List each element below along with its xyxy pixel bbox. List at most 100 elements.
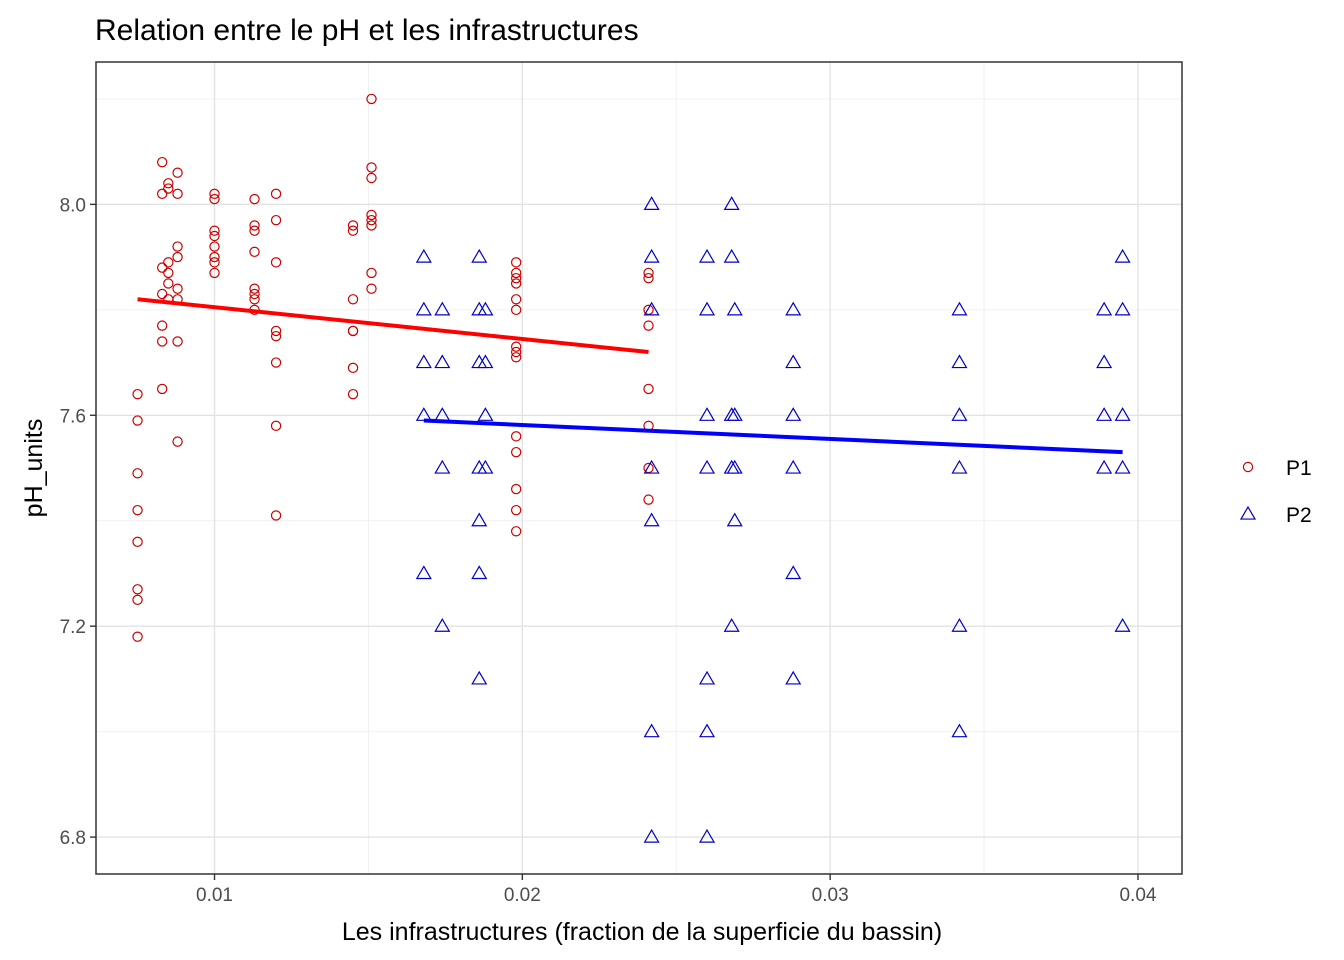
data-point-p2 bbox=[471, 670, 488, 685]
data-point-p1 bbox=[132, 504, 143, 516]
legend-marker-p2 bbox=[1239, 505, 1257, 520]
axis-ticks: 0.01 0.02 0.03 0.04 6.8 7.2 7.6 8.0 bbox=[60, 195, 1157, 906]
data-point-p1 bbox=[156, 383, 168, 395]
data-point-p1 bbox=[643, 494, 654, 505]
data-point-p1 bbox=[209, 193, 220, 205]
data-point-p1 bbox=[209, 188, 220, 200]
y-tick-label: 6.8 bbox=[60, 828, 86, 849]
data-point-p1 bbox=[209, 267, 220, 279]
data-point-p1 bbox=[510, 267, 522, 279]
data-point-p2 bbox=[951, 617, 968, 632]
data-point-p2 bbox=[723, 617, 740, 632]
data-point-p1 bbox=[510, 272, 522, 284]
y-axis-title: pH_units bbox=[20, 419, 48, 518]
data-point-p1 bbox=[366, 267, 377, 279]
data-point-p2 bbox=[1096, 354, 1113, 369]
data-point-p2 bbox=[698, 670, 716, 685]
data-point-p2 bbox=[434, 354, 451, 369]
data-point-p1 bbox=[163, 183, 174, 194]
data-point-p1 bbox=[156, 262, 168, 273]
data-point-p2 bbox=[1114, 617, 1131, 632]
data-point-p1 bbox=[510, 257, 522, 268]
data-point-p2 bbox=[1096, 407, 1113, 421]
grid-lines bbox=[96, 62, 1182, 874]
data-point-p2 bbox=[1114, 248, 1131, 263]
data-point-p1 bbox=[209, 230, 220, 242]
data-point-p1 bbox=[132, 584, 143, 595]
data-point-p2 bbox=[726, 407, 743, 421]
data-point-p2 bbox=[434, 459, 451, 474]
data-point-p2 bbox=[643, 828, 660, 843]
data-point-p1 bbox=[366, 162, 377, 173]
trend-lines bbox=[137, 297, 1123, 455]
data-point-p1 bbox=[643, 267, 654, 279]
data-point-p2 bbox=[726, 459, 743, 474]
data-point-p2 bbox=[1114, 459, 1131, 474]
data-point-p1 bbox=[643, 383, 654, 395]
data-point-p1 bbox=[643, 272, 654, 284]
data-point-p2 bbox=[415, 248, 432, 263]
data-point-p1 bbox=[249, 246, 260, 258]
data-point-p1 bbox=[270, 510, 282, 521]
data-point-p1 bbox=[510, 431, 522, 442]
data-point-p1 bbox=[366, 214, 377, 226]
legend: P1 P2 bbox=[1239, 457, 1312, 527]
data-point-p1 bbox=[510, 526, 522, 537]
data-point-p2 bbox=[643, 459, 660, 474]
data-point-p2 bbox=[643, 723, 660, 738]
data-point-p1 bbox=[270, 257, 282, 268]
data-point-p1 bbox=[209, 225, 220, 236]
data-point-p2 bbox=[726, 512, 743, 527]
data-point-p1 bbox=[132, 536, 143, 548]
data-point-p2 bbox=[785, 565, 802, 580]
data-point-p2 bbox=[434, 301, 451, 316]
data-point-p1 bbox=[132, 388, 143, 400]
data-point-p1 bbox=[132, 415, 143, 426]
data-point-p2 bbox=[643, 512, 660, 527]
data-point-p2 bbox=[785, 301, 802, 316]
data-point-p2 bbox=[951, 354, 968, 369]
data-point-p1 bbox=[249, 225, 260, 236]
data-point-p2 bbox=[1096, 301, 1113, 316]
data-point-p1 bbox=[132, 594, 143, 606]
chart-title: Relation entre le pH et les infrastructu… bbox=[95, 14, 639, 47]
data-point-p2 bbox=[723, 196, 740, 211]
legend-marker-p1 bbox=[1242, 461, 1254, 473]
data-point-p2 bbox=[477, 354, 494, 369]
data-point-p1 bbox=[132, 631, 143, 642]
data-point-p1 bbox=[347, 388, 359, 400]
data-point-p1 bbox=[249, 220, 260, 231]
data-point-p1 bbox=[347, 225, 359, 236]
data-point-p1 bbox=[209, 241, 220, 252]
data-point-p1 bbox=[172, 283, 183, 294]
data-point-p1 bbox=[172, 241, 183, 252]
data-point-p2 bbox=[698, 828, 716, 843]
data-point-p2 bbox=[951, 407, 968, 421]
data-point-p1 bbox=[249, 294, 260, 305]
data-point-p2 bbox=[415, 565, 432, 580]
data-point-p2 bbox=[785, 459, 802, 474]
data-point-p1 bbox=[510, 278, 522, 289]
data-point-p1 bbox=[366, 172, 377, 184]
data-point-p1 bbox=[172, 251, 183, 263]
data-point-p2 bbox=[951, 459, 968, 474]
data-point-p1 bbox=[270, 188, 282, 200]
data-point-p2 bbox=[1114, 407, 1131, 421]
data-point-p1 bbox=[347, 325, 359, 337]
data-point-p2 bbox=[698, 407, 716, 421]
data-point-p1 bbox=[510, 346, 522, 358]
data-point-p1 bbox=[510, 483, 522, 495]
data-point-p1 bbox=[209, 251, 220, 263]
data-points bbox=[132, 93, 1131, 843]
data-point-p1 bbox=[366, 93, 377, 105]
trend-line-p2 bbox=[423, 418, 1123, 455]
data-point-p2 bbox=[723, 248, 740, 263]
data-point-p1 bbox=[156, 288, 168, 300]
data-point-p1 bbox=[347, 362, 359, 374]
data-point-p1 bbox=[172, 436, 183, 447]
data-point-p2 bbox=[785, 407, 802, 421]
data-point-p1 bbox=[163, 278, 174, 289]
data-point-p2 bbox=[785, 670, 802, 685]
